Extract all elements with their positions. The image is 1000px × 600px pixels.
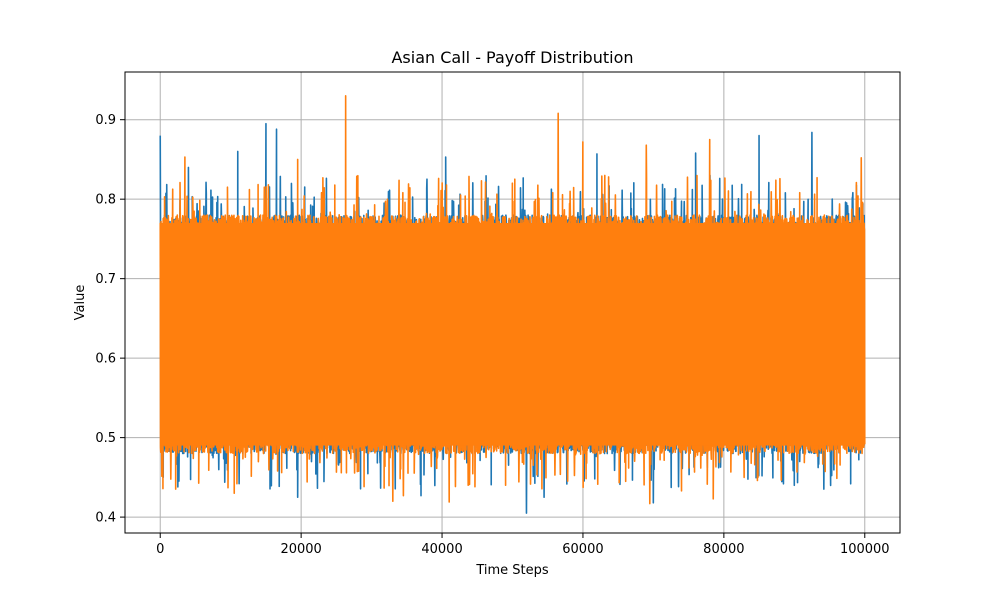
y-tick-label: 0.7: [95, 272, 116, 287]
series-layer: [159, 95, 866, 514]
y-tick-label: 0.4: [95, 511, 116, 526]
x-tick-label: 100000: [840, 542, 890, 557]
y-tick-label: 0.6: [95, 352, 116, 367]
x-tick-label: 20000: [280, 542, 321, 557]
x-tick-label: 40000: [421, 542, 462, 557]
series-core-band-2: [160, 223, 865, 446]
x-tick-label: 80000: [703, 542, 744, 557]
chart-title: Asian Call - Payoff Distribution: [391, 48, 633, 67]
x-tick-label: 0: [156, 542, 164, 557]
y-tick-label: 0.5: [95, 431, 116, 446]
x-tick-label: 60000: [562, 542, 603, 557]
y-tick-label: 0.8: [95, 193, 116, 208]
y-tick-label: 0.9: [95, 113, 116, 128]
x-axis-title: Time Steps: [475, 563, 549, 578]
plot-frame: [124, 71, 901, 534]
y-axis-title: Value: [73, 285, 88, 321]
ticks: 0 20000 40000 60000 80000 100000 0.4 0.5 0.6 0.7 0…: [95, 113, 889, 557]
